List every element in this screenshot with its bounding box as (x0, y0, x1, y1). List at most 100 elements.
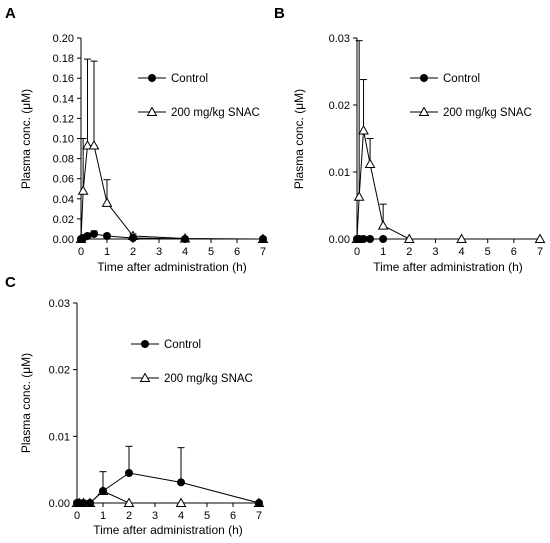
y-tick-label: 0.00 (329, 234, 350, 246)
legend-label-snac: 200 mg/kg SNAC (443, 107, 532, 119)
x-axis-label: Time after administration (h) (97, 260, 247, 274)
y-tick-label: 0.03 (329, 33, 350, 45)
y-tick-label: 0.02 (49, 365, 70, 377)
x-tick-label: 1 (100, 510, 106, 522)
x-tick-label: 0 (354, 246, 360, 258)
legend-label-control: Control (164, 339, 201, 351)
data-point-control (83, 231, 92, 240)
x-axis-label: Time after administration (h) (93, 523, 243, 537)
data-point-snac (534, 233, 546, 243)
x-tick-label: 5 (208, 246, 214, 258)
data-point-control (90, 229, 98, 238)
y-tick-label: 0.12 (53, 113, 74, 125)
legend-marker-control (148, 74, 156, 82)
series-line-snac (80, 145, 264, 240)
data-point-control (86, 499, 94, 507)
y-tick-label: 0.04 (53, 194, 74, 206)
x-tick-label: 5 (485, 246, 491, 258)
x-tick-label: 2 (126, 510, 132, 522)
y-tick-label: 0.08 (53, 154, 74, 166)
data-point-control (366, 235, 375, 243)
data-point-control (255, 499, 263, 507)
x-tick-label: 7 (260, 246, 266, 258)
legend-label-control: Control (443, 73, 480, 85)
legend-label-snac: 200 mg/kg SNAC (164, 373, 253, 385)
y-tick-label: 0.18 (53, 53, 74, 65)
data-point-control (99, 487, 107, 495)
legend-label-snac: 200 mg/kg SNAC (171, 107, 260, 119)
y-tick-label: 0.14 (53, 93, 74, 105)
y-tick-label: 0.01 (329, 167, 350, 179)
data-point-snac (377, 220, 389, 230)
x-tick-label: 0 (78, 246, 84, 258)
data-point-snac (88, 140, 100, 150)
x-tick-label: 5 (204, 510, 210, 522)
x-tick-label: 7 (537, 246, 543, 258)
x-tick-label: 3 (432, 246, 438, 258)
data-point-control (379, 235, 388, 243)
x-tick-label: 0 (74, 510, 80, 522)
data-point-control (129, 233, 137, 242)
data-point-snac (175, 497, 187, 507)
x-tick-label: 6 (230, 510, 236, 522)
legend-marker-control (420, 74, 428, 82)
legend-marker-snac (418, 106, 430, 116)
data-point-snac (403, 233, 415, 243)
panel-letter: A (5, 5, 16, 22)
y-tick-label: 0.10 (53, 134, 74, 146)
x-tick-label: 1 (380, 246, 386, 258)
x-tick-label: 2 (130, 246, 136, 258)
y-tick-label: 0.20 (53, 33, 74, 45)
data-point-snac (101, 197, 113, 207)
data-point-snac (364, 158, 376, 168)
legend-marker-snac (146, 106, 158, 116)
data-point-control (125, 469, 133, 477)
data-point-snac (456, 233, 467, 243)
x-tick-label: 3 (156, 246, 162, 258)
legend: Control 200 mg/kg SNAC (138, 73, 260, 119)
y-tick-label: 0.06 (53, 174, 74, 186)
data-point-control (181, 235, 189, 243)
data-point-control (79, 499, 88, 507)
y-tick-label: 0.16 (53, 73, 74, 85)
y-axis-label: Plasma conc. (μM) (292, 89, 306, 189)
legend-label-control: Control (171, 73, 208, 85)
x-tick-label: 4 (459, 246, 465, 258)
y-axis-label: Plasma conc. (μM) (19, 353, 33, 453)
chart-panel-c: C 0.00 0.01 0.02 0.03 0 1 2 3 4 5 6 7 Time after admi… (5, 274, 265, 537)
y-tick-label: 0.02 (329, 100, 350, 112)
x-axis-label: Time after administration (h) (373, 260, 523, 274)
y-tick-label: 0.03 (49, 298, 70, 310)
panel-letter: C (5, 274, 16, 291)
y-tick-label: 0.00 (53, 234, 74, 246)
y-axis-label: Plasma conc. (μM) (19, 89, 33, 189)
data-point-snac (353, 191, 365, 201)
data-point-snac (82, 140, 93, 150)
panel-letter: B (274, 5, 285, 22)
y-tick-label: 0.01 (49, 431, 70, 443)
chart-panel-b: B 0.00 0.01 0.02 0.03 0 1 2 3 4 5 6 7 Time after admi… (274, 5, 546, 274)
y-tick-label: 0.00 (49, 498, 70, 510)
x-tick-label: 6 (511, 246, 517, 258)
data-point-control (177, 478, 185, 487)
legend: Control 200 mg/kg SNAC (410, 73, 532, 119)
legend-marker-snac (139, 372, 151, 382)
series-line-snac (356, 130, 540, 240)
x-tick-label: 4 (178, 510, 184, 522)
chart-panel-a: A 0.00 0.02 0.04 0.06 0.08 0.10 0.12 0.14 0.16 0.1… (5, 5, 269, 274)
data-point-snac (123, 497, 135, 507)
legend-marker-control (141, 340, 149, 348)
x-tick-label: 7 (256, 510, 262, 522)
data-point-control (103, 231, 111, 240)
data-point-control (359, 235, 368, 243)
x-tick-label: 2 (406, 246, 412, 258)
x-tick-label: 3 (152, 510, 158, 522)
y-tick-label: 0.02 (53, 214, 74, 226)
data-point-snac (77, 185, 89, 195)
x-tick-label: 1 (104, 246, 110, 258)
data-point-snac (358, 124, 369, 135)
x-tick-label: 6 (234, 246, 240, 258)
legend: Control 200 mg/kg SNAC (131, 339, 253, 385)
data-point-control (259, 235, 267, 243)
